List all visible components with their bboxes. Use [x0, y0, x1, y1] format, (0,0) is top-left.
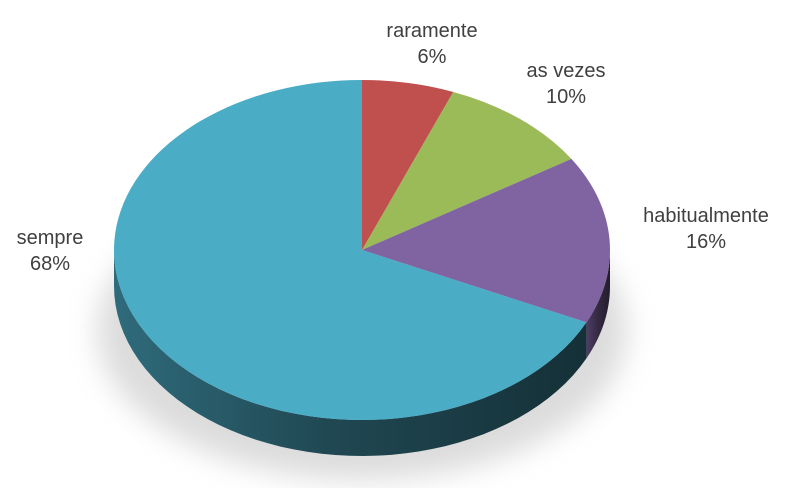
label-as-vezes-percent: 10% [545, 86, 587, 108]
label-habitualmente-percent: 16% [685, 231, 727, 253]
pie-sides [114, 250, 610, 456]
slice-as-vezes [362, 91, 572, 250]
label-sempre-name: sempre [16, 227, 84, 249]
slice-habitualmente [362, 158, 610, 323]
label-habitualmente-name: habitualmente [643, 205, 769, 227]
label-raramente-name: raramente [386, 20, 478, 42]
slice-side-sempre [114, 250, 587, 456]
pie-tops [114, 80, 610, 420]
label-sempre: sempre 68% [0, 225, 100, 277]
label-habitualmente: habitualmente 16% [624, 203, 788, 255]
label-raramente: raramente 6% [362, 18, 502, 70]
slice-side-habitualmente [586, 250, 610, 359]
slice-raramente [362, 80, 454, 250]
label-raramente-percent: 6% [417, 46, 447, 68]
label-sempre-percent: 68% [29, 253, 71, 275]
label-as-vezes: as vezes 10% [506, 58, 626, 110]
label-as-vezes-name: as vezes [526, 60, 606, 82]
slice-sempre [114, 80, 587, 420]
